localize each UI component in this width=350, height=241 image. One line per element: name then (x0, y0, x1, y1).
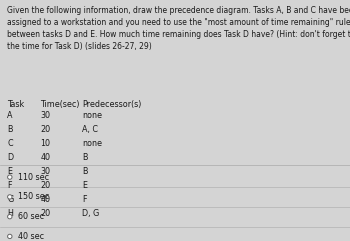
Text: none: none (82, 111, 102, 120)
Ellipse shape (8, 175, 12, 179)
Text: G: G (7, 195, 13, 204)
Text: H: H (7, 209, 13, 218)
Text: none: none (82, 139, 102, 148)
Text: A: A (7, 111, 13, 120)
Ellipse shape (8, 214, 12, 219)
Text: 60 sec: 60 sec (18, 212, 44, 221)
Text: 20: 20 (40, 125, 50, 134)
Ellipse shape (8, 234, 12, 239)
Text: B: B (7, 125, 13, 134)
Text: Given the following information, draw the precedence diagram. Tasks A, B and C h: Given the following information, draw th… (7, 6, 350, 52)
Text: F: F (7, 181, 12, 190)
Text: 20: 20 (40, 181, 50, 190)
Text: 10: 10 (40, 139, 50, 148)
Text: 110 sec: 110 sec (18, 173, 49, 182)
Text: F: F (82, 195, 87, 204)
Text: D, G: D, G (82, 209, 99, 218)
Ellipse shape (8, 195, 12, 199)
Text: 150 sec: 150 sec (18, 192, 49, 201)
Text: 40: 40 (40, 153, 50, 162)
Text: 40: 40 (40, 195, 50, 204)
Text: B: B (82, 153, 88, 162)
Text: Time(sec): Time(sec) (40, 100, 80, 109)
Text: D: D (7, 153, 13, 162)
Text: A, C: A, C (82, 125, 98, 134)
Text: Task: Task (7, 100, 24, 109)
Text: B: B (82, 167, 88, 176)
Text: 40 sec: 40 sec (18, 232, 44, 241)
Text: 20: 20 (40, 209, 50, 218)
Text: C: C (7, 139, 13, 148)
Text: 30: 30 (40, 167, 50, 176)
Text: E: E (7, 167, 12, 176)
Text: E: E (82, 181, 87, 190)
Text: Predecessor(s): Predecessor(s) (82, 100, 142, 109)
Text: 30: 30 (40, 111, 50, 120)
